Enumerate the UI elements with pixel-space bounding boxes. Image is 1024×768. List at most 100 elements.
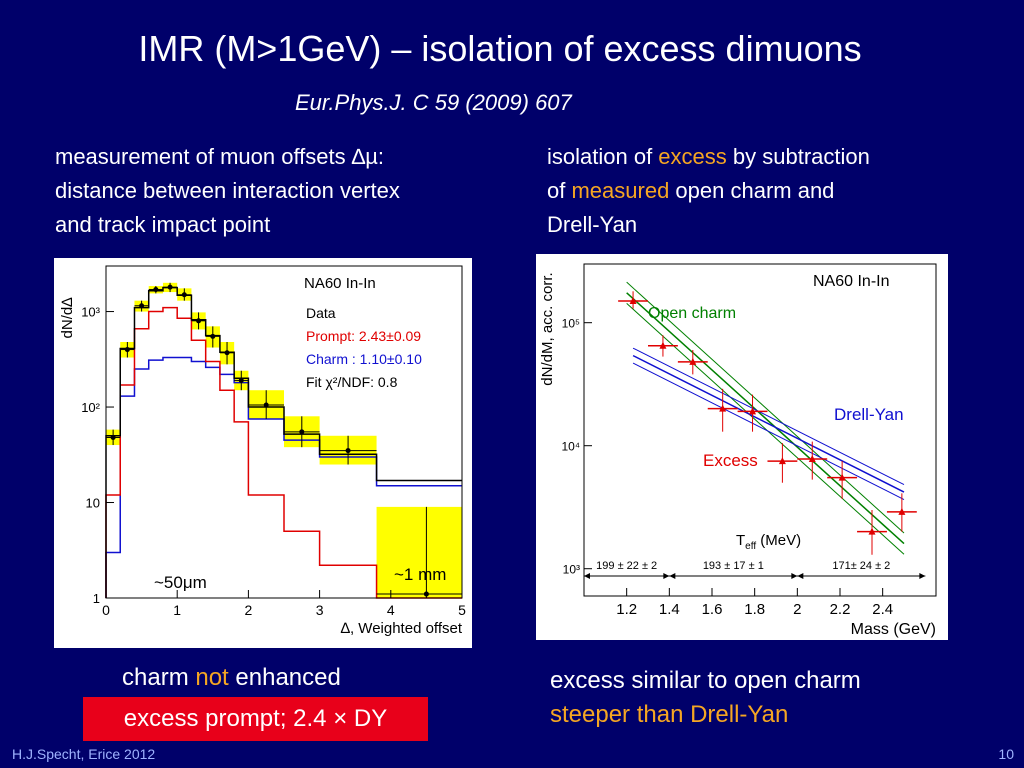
data-point [238,377,244,383]
slide-title: IMR (M>1GeV) – isolation of excess dimuo… [138,28,862,69]
left-note: measurement of muon offsets ∆µ: distance… [55,140,400,242]
y-tick-label: 10 [86,496,100,511]
chart-tag: NA60 In-In [813,273,889,290]
x-tick-label: 2.2 [830,601,851,618]
y-tick-label: 10² [81,400,100,415]
excess-point [689,357,697,365]
x-tick-label: 5 [458,602,466,618]
mass-chart-panel: 1.2 1.4 1.6 1.8 2 2.2 2.4 10³ 10⁴ 10⁵ Mass (GeV) dN… [536,254,948,640]
excess-point [749,407,757,415]
teff-arrow-right [663,573,670,579]
drell-yan-band [632,354,905,493]
chart-tag: NA60 In-In [304,275,376,292]
data-point [110,434,116,440]
excess-point [629,297,637,305]
bottom-right-line-2: steeper than Drell-Yan [550,701,789,728]
legend-entry: Charm : 1.10±0.10 [306,351,422,367]
mass-chart: 1.2 1.4 1.6 1.8 2 2.2 2.4 10³ 10⁴ 10⁵ Mass (GeV) dN… [539,263,937,638]
excess-point [719,404,727,412]
x-tick-label: 0 [102,602,110,618]
teff-arrow-left [669,573,676,579]
x-tick-label: 2.4 [872,601,893,618]
data-point [139,303,145,309]
excess-prompt-box: excess prompt; 2.4 × DY [83,697,428,741]
data-point [345,448,351,454]
x-tick-label: 1 [173,602,181,618]
plot-frame [105,265,463,599]
x-axis-label: ∆, Weighted offset [341,620,463,637]
data-point [167,284,173,290]
data-band [376,506,462,598]
bottom-right-line-1: excess similar to open charm [550,667,861,694]
excess-point [898,507,906,515]
fit-histogram [105,286,462,598]
legend-entry: Data [306,305,336,321]
bottom-right-note: excess similar to open charm steeper tha… [550,664,861,732]
x-tick-label: 1.8 [744,601,765,618]
data-point [423,591,429,597]
footer-author: H.J.Specht, Erice 2012 [12,746,156,762]
plot-frame [583,263,937,597]
x-tick-label: 2 [245,602,253,618]
teff-value: 171± 24 ± 2 [832,560,890,572]
x-tick-label: 4 [387,602,395,618]
bottom-left-c: enhanced [228,664,341,691]
x-tick-label: 1.4 [659,601,680,618]
excess-point [778,457,786,465]
left-note-line-1: measurement of muon offsets ∆µ: [55,144,384,169]
data-point [181,292,187,298]
y-tick-label: 10⁴ [561,440,580,454]
data-point [210,333,216,339]
right-note-measured: measured [571,178,670,203]
y-tick-label: 10³ [563,563,580,577]
drell-yan-label: Drell-Yan [834,405,904,424]
legend-entry: Prompt: 2.43±0.09 [306,328,421,344]
teff-value: 199 ± 22 ± 2 [596,560,657,572]
data-point [299,429,305,435]
right-note-c: by subtraction [726,144,870,169]
x-tick-label: 1.2 [616,601,637,618]
bottom-left-a: charm [122,664,196,691]
open-charm-band [626,303,905,555]
reference: Eur.Phys.J. C 59 (2009) 607 [295,90,572,115]
excess-point [808,454,816,462]
right-note-excess: excess [658,144,727,169]
data-point [124,347,130,353]
right-note-a: isolation of [547,144,659,169]
bottom-left-not: not [195,664,229,691]
open-charm-label: Open charm [648,305,736,322]
teff-arrow-left [797,573,804,579]
annotation-1mm: ~1 mm [394,565,446,584]
y-tick-label: 10³ [81,305,100,320]
open-charm-band [626,292,905,545]
x-tick-label: 3 [316,602,324,618]
bottom-left-note: charm not enhanced [122,664,341,692]
teff-arrow-right [791,573,798,579]
teff-value: 193 ± 17 ± 1 [703,560,764,572]
footer-page-number: 10 [998,746,1014,762]
data-point [263,402,269,408]
annotation-50um: ~50μm [154,573,207,592]
left-note-line-3: and track impact point [55,212,271,237]
data-point [153,287,159,293]
excess-point [659,341,667,349]
excess-point [838,473,846,481]
data-point [196,318,202,324]
data-point [224,350,230,356]
excess-point [868,527,876,535]
drell-yan-band [632,347,905,486]
right-note-d: of [547,178,572,203]
teff-arrow-right [919,573,926,579]
right-note: isolation of excess by subtraction of me… [547,140,870,242]
drell-yan-band [632,362,905,500]
open-charm-band [626,281,905,534]
excess-label: Excess [703,451,758,470]
right-note-f: open charm and [669,178,835,203]
x-tick-label: 1.6 [702,601,723,618]
teff-arrow-left [584,573,590,579]
y-axis-label: dN/d∆ [59,297,76,339]
right-note-g: Drell-Yan [547,212,638,237]
left-note-line-2: distance between interaction vertex [55,178,400,203]
y-tick-label: 1 [93,591,100,606]
